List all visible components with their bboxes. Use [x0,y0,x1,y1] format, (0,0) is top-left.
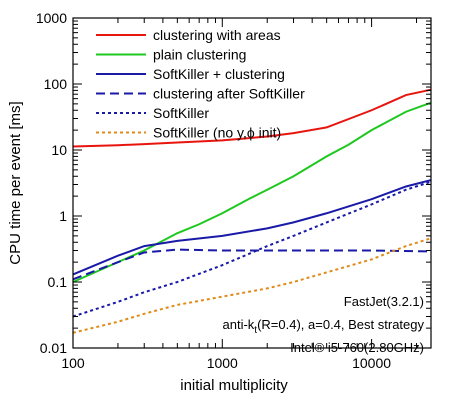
legend-label-3: clustering after SoftKiller [153,86,305,102]
annotation-algorithm-rest: (R=0.4), a=0.4, Best strategy [257,317,424,332]
annotation-cpu: Intel® i5-760(2.80GHz) [290,340,424,355]
annotation-fastjet: FastJet(3.2.1) [344,294,424,309]
series-line-5 [72,237,432,334]
series-line-2 [72,179,432,276]
ticks-layer: 100 1000 10000 0.01 0.1 1 10 100 1000 [36,10,431,371]
annotation-algorithm-subscript: t [254,325,257,336]
series-line-4 [72,180,432,318]
y-tick-label: 0.01 [40,340,67,356]
y-tick-label: 0.1 [48,274,68,290]
legend-label-4: SoftKiller [153,105,209,121]
y-tick-label: 1000 [36,10,67,26]
legend-label-5: SoftKiller (no y,ϕ init) [153,125,281,141]
plot-frame [72,17,432,349]
y-tick-label: 1 [59,208,67,224]
y-tick-label: 10 [51,142,67,158]
legend-label-0: clustering with areas [153,27,281,43]
annotation-algorithm: anti-kt(R=0.4), a=0.4, Best strategy [223,317,425,336]
series-line-0 [72,88,432,148]
x-tick-label: 100 [61,355,85,371]
y-tick-label: 100 [44,76,68,92]
series-line-3 [72,248,432,281]
x-tick-label: 1000 [207,355,238,371]
legend-label-2: SoftKiller + clustering [153,66,285,82]
annotation-algorithm-prefix: anti-k [223,317,255,332]
y-axis-title: CPU time per event [ms] [7,101,24,264]
x-axis-title: initial multiplicity [180,377,288,394]
x-tick-label: 10000 [352,355,391,371]
series-layer [72,88,432,334]
legend-label-1: plain clustering [153,47,246,63]
legend: clustering with areas plain clustering Sof… [96,27,305,141]
